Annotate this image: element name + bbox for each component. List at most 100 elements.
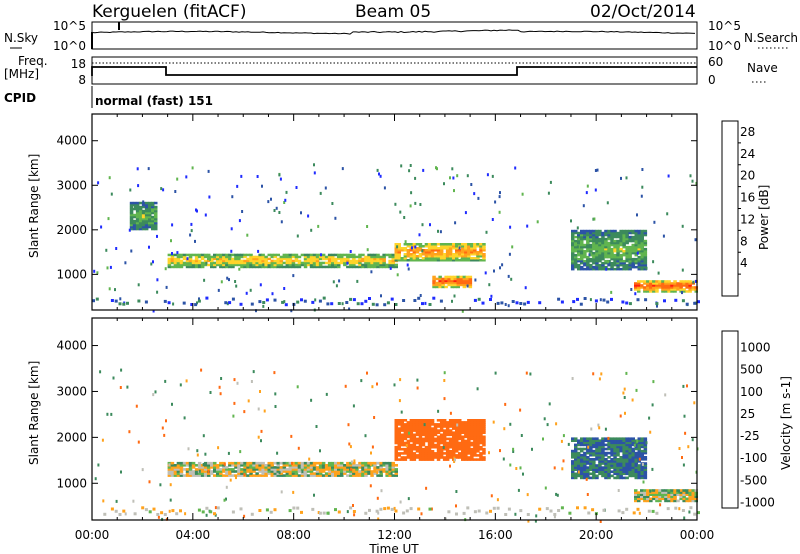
heatmap-cell [194,259,199,263]
heatmap-cell [679,493,683,496]
heatmap-cell [391,474,395,477]
heatmap-cell [405,509,409,513]
heatmap-cell [226,276,229,280]
heatmap-cell [427,243,432,246]
heatmap-cell [684,431,687,435]
heatmap-cell [388,259,392,263]
heatmap-cell [264,466,268,469]
heatmap-cell [580,249,584,253]
heatmap-cell [324,472,329,475]
heatmap-cell [634,282,638,285]
heatmap-cell [278,211,281,214]
heatmap-cell [261,265,265,269]
heatmap-cell [213,261,217,265]
heatmap-cell [458,245,462,248]
heatmap-cell [515,301,519,305]
heatmap-cell [637,257,641,261]
heatmap-cell [604,470,608,473]
heatmap-cell [190,229,193,233]
heatmap-cell [428,507,432,511]
heatmap-cell [432,283,436,287]
heatmap-cell [292,274,295,278]
heatmap-cell [616,474,620,478]
heatmap-cell [355,466,359,469]
heatmap-cell [688,495,692,498]
heatmap-cell [622,437,626,440]
heatmap-cell [421,427,426,430]
heatmap-cell [164,267,167,271]
heatmap-cell [607,237,611,241]
heatmap-cell [625,466,629,469]
heatmap-cell [170,265,175,269]
heatmap-cell [691,497,695,501]
heatmap-cell [547,191,550,195]
heatmap-cell [448,423,453,426]
heatmap-cell [473,433,477,437]
heatmap-cell [694,497,698,501]
heatmap-cell [399,210,402,214]
heatmap-cell [646,489,650,492]
heatmap-cell [592,251,596,255]
heatmap-cell [586,245,590,249]
heatmap-cell [604,249,608,253]
heatmap-cell [467,243,471,246]
heatmap-cell [213,257,217,261]
heatmap-cell [664,290,668,293]
heatmap-cell [640,489,644,492]
heatmap-cell [442,456,447,459]
heatmap-cell [361,259,365,263]
heatmap-cell [132,215,137,219]
heatmap-cell [643,286,647,289]
heatmap-cell [607,474,611,478]
heatmap-cell [412,433,417,437]
heatmap-cell [682,495,686,498]
heatmap-cell [442,255,447,258]
heatmap-cell [640,456,644,459]
heatmap-cell [282,474,287,477]
heatmap-cell [191,261,196,265]
heatmap-cell [643,458,648,461]
heatmap-cell [260,439,262,443]
heatmap-cell [163,513,167,516]
heatmap-cell [577,263,581,267]
heatmap-cell [601,243,605,247]
heatmap-cell [646,282,650,285]
heatmap-cell [179,468,184,471]
heatmap-cell [185,253,190,257]
heatmap-cell [582,204,585,208]
heatmap-cell [279,468,284,471]
heatmap-cell [640,233,644,237]
heatmap-cell [461,421,465,424]
heatmap-cell [631,257,635,261]
heatmap-cell [455,245,459,248]
heatmap-cell [477,196,480,200]
heatmap-cell [439,435,444,439]
heatmap-cell [452,452,456,455]
heatmap-cell [467,421,471,424]
heatmap-cell [476,445,480,449]
heatmap-cell [252,265,256,269]
heatmap-cell [673,499,677,503]
heatmap-cell [607,245,611,249]
heatmap-cell [338,279,341,283]
heatmap-cell [455,504,457,508]
heatmap-cell [500,301,504,305]
heatmap-cell [467,458,471,461]
heatmap-cell [628,302,632,306]
heatmap-cell [688,499,692,503]
heatmap-cell [514,166,517,170]
heatmap-cell [601,462,605,465]
heatmap-cell [613,460,617,463]
heatmap-cell [309,472,314,475]
heatmap-cell [144,223,149,227]
heatmap-cell [613,233,617,237]
heatmap-cell [442,259,447,262]
heatmap-cell [439,257,444,260]
heatmap-cell [682,288,686,291]
heatmap-cell [598,456,602,459]
heatmap-cell [625,245,629,249]
heatmap-cell [601,261,605,265]
heatmap-cell [610,443,614,447]
heatmap-cell [406,447,411,451]
heatmap-cell [617,509,621,513]
